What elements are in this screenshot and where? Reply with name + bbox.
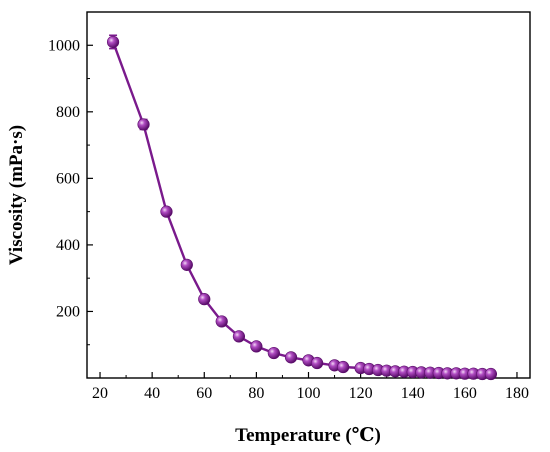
data-point [267,346,280,360]
x-tick-label: 180 [505,385,529,402]
data-point [198,293,211,306]
x-tick-label: 100 [297,385,321,402]
x-tick-label: 80 [248,385,264,402]
x-axis-title: Temperature (℃) [235,425,381,446]
y-tick-label: 400 [56,237,80,254]
y-tick-label: 600 [56,170,80,187]
y-tick-label: 200 [56,303,80,320]
data-point [484,367,498,381]
y-axis-title: Viscosity (mPa·s) [6,125,27,265]
x-tick-label: 40 [144,385,160,402]
x-tick-label: 60 [196,385,212,402]
series-layer [106,34,498,381]
x-axis-ticks: 20 40 60 80 100 120 140 160 180 [92,372,529,402]
data-point [137,118,150,131]
data-point [160,205,173,218]
x-tick-label: 160 [453,385,477,402]
data-point [310,356,324,370]
data-point [337,360,350,374]
x-tick-label: 20 [92,385,108,402]
x-tick-label: 120 [349,385,373,402]
data-point [250,340,263,353]
data-point [180,258,193,271]
data-point [284,351,298,364]
data-point [232,330,246,343]
y-tick-label: 1000 [48,37,80,54]
y-axis-ticks: 200 400 600 800 1000 [48,37,93,346]
plot-frame [86,11,531,379]
x-tick-label: 140 [401,385,425,402]
data-point [106,35,120,49]
y-tick-label: 800 [56,104,80,121]
data-point [215,315,228,328]
